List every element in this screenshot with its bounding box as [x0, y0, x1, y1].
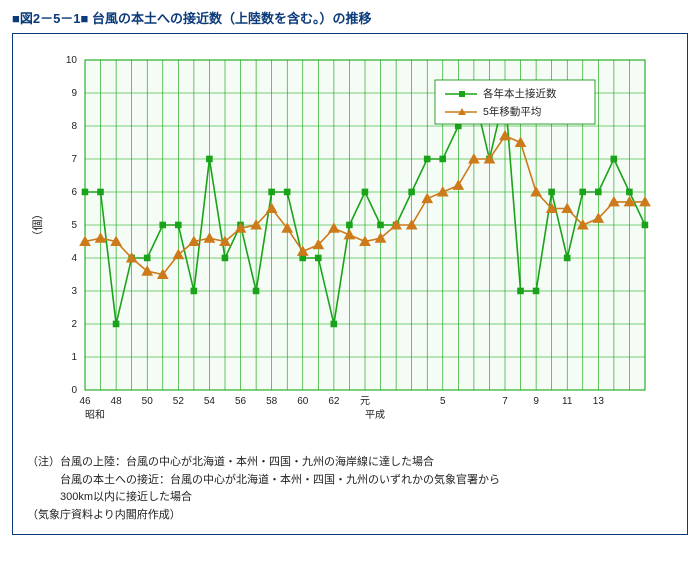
svg-text:平成: 平成: [365, 409, 385, 421]
svg-text:50: 50: [142, 396, 154, 407]
svg-text:13: 13: [593, 396, 605, 407]
svg-text:4: 4: [71, 253, 77, 264]
svg-text:52: 52: [173, 396, 185, 407]
chart-frame: 012345678910464850525456586062元5791113昭和…: [12, 33, 688, 535]
svg-text:0: 0: [71, 385, 77, 396]
svg-text:（個）: （個）: [31, 209, 44, 242]
svg-text:56: 56: [235, 396, 247, 407]
svg-text:9: 9: [71, 88, 77, 99]
svg-text:7: 7: [71, 154, 77, 165]
svg-text:8: 8: [71, 121, 77, 132]
svg-text:6: 6: [71, 187, 77, 198]
svg-text:58: 58: [266, 396, 278, 407]
footnote-line: 300km以内に接近した場合: [27, 489, 673, 507]
svg-text:62: 62: [328, 396, 340, 407]
svg-text:48: 48: [111, 396, 123, 407]
footnote-line: 台風の本土への接近：台風の中心が北海道・本州・四国・九州のいずれかの気象官署から: [27, 472, 673, 490]
svg-text:54: 54: [204, 396, 216, 407]
svg-text:2: 2: [71, 319, 77, 330]
typhoon-line-chart: 012345678910464850525456586062元5791113昭和…: [27, 46, 667, 446]
figure-number: ■図2－5－1■: [12, 11, 88, 26]
footnote-line: （注）台風の上陸：台風の中心が北海道・本州・四国・九州の海岸線に達した場合: [27, 454, 673, 472]
svg-text:3: 3: [71, 286, 77, 297]
svg-text:46: 46: [79, 396, 91, 407]
svg-text:7: 7: [502, 396, 508, 407]
svg-text:10: 10: [66, 55, 78, 66]
svg-text:昭和: 昭和: [85, 409, 105, 421]
svg-text:1: 1: [71, 352, 77, 363]
svg-text:11: 11: [562, 396, 573, 407]
figure-title: ■図2－5－1■ 台風の本土への接近数（上陸数を含む。）の推移: [12, 8, 688, 27]
svg-text:元: 元: [360, 396, 370, 407]
figure-title-text: 台風の本土への接近数（上陸数を含む。）の推移: [92, 11, 372, 26]
svg-text:各年本土接近数: 各年本土接近数: [483, 87, 557, 100]
footnote-line: （気象庁資料より内閣府作成）: [27, 507, 673, 525]
footnotes: （注）台風の上陸：台風の中心が北海道・本州・四国・九州の海岸線に達した場合 台風…: [27, 454, 673, 524]
svg-text:60: 60: [297, 396, 309, 407]
svg-text:5年移動平均: 5年移動平均: [483, 105, 541, 118]
svg-text:9: 9: [533, 396, 539, 407]
svg-text:5: 5: [71, 220, 77, 231]
svg-text:5: 5: [440, 396, 446, 407]
